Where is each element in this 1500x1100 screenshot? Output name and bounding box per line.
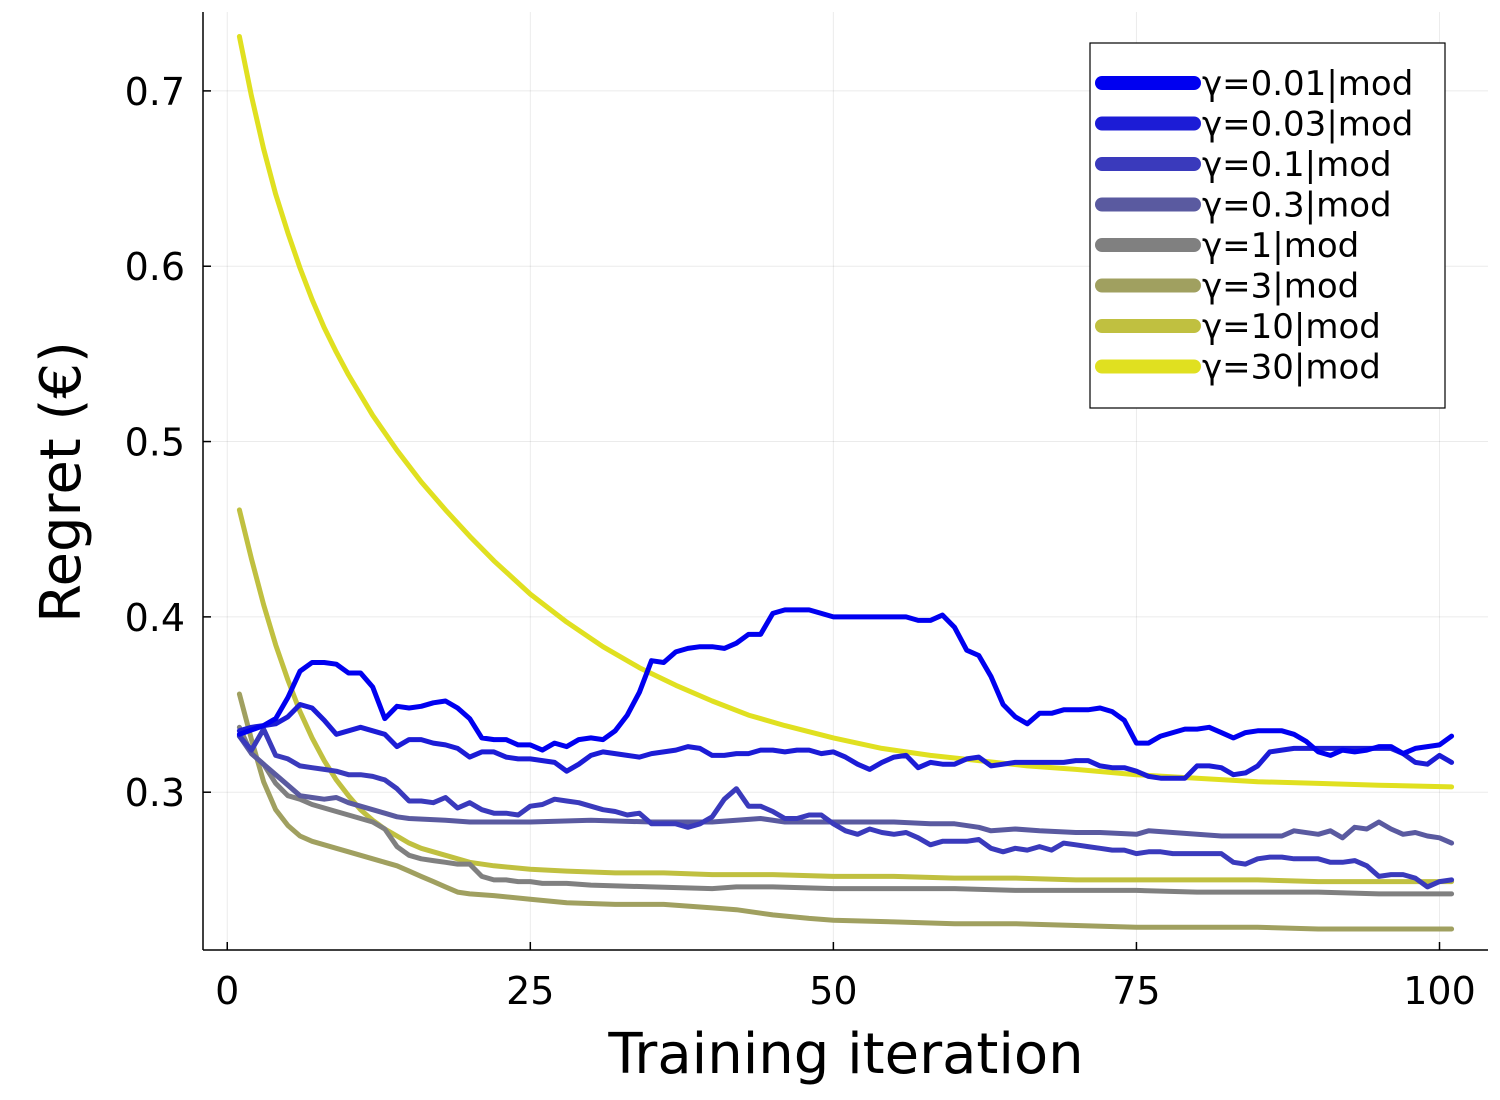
legend-label: γ=1|mod	[1202, 226, 1359, 266]
x-tick-label: 75	[1112, 969, 1160, 1013]
legend-label: γ=0.01|mod	[1202, 64, 1413, 104]
legend-label: γ=0.03|mod	[1202, 105, 1413, 145]
y-tick-label: 0.6	[125, 245, 185, 289]
y-tick-label: 0.5	[125, 421, 185, 465]
legend-label: γ=30|mod	[1202, 348, 1381, 388]
x-axis-title: Training iteration	[607, 1022, 1083, 1087]
legend-label: γ=0.1|mod	[1202, 145, 1392, 185]
x-tick-label: 25	[506, 969, 554, 1013]
legend-label: γ=10|mod	[1202, 307, 1381, 347]
x-tick-label: 0	[215, 969, 239, 1013]
x-tick-label: 50	[809, 969, 857, 1013]
y-axis-title: Regret (€)	[29, 341, 94, 623]
legend: γ=0.01|modγ=0.03|modγ=0.1|modγ=0.3|modγ=…	[1090, 43, 1445, 408]
y-tick-label: 0.4	[125, 596, 185, 640]
legend-label: γ=0.3|mod	[1202, 186, 1392, 226]
x-tick-label: 100	[1403, 969, 1476, 1013]
legend-label: γ=3|mod	[1202, 267, 1359, 307]
y-tick-label: 0.3	[125, 771, 185, 815]
y-tick-label: 0.7	[125, 70, 185, 114]
